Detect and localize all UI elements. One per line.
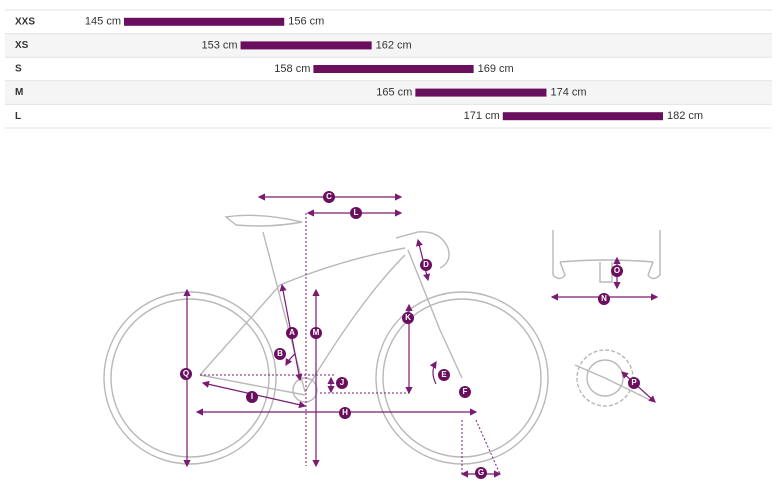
svg-text:O: O [614, 266, 620, 275]
label-j: J [336, 377, 348, 389]
high-label: 182 cm [667, 110, 703, 122]
label-g: G [475, 467, 487, 479]
svg-text:F: F [463, 387, 468, 396]
low-label: 153 cm [201, 39, 237, 51]
svg-text:K: K [405, 313, 411, 322]
high-label: 174 cm [550, 87, 586, 99]
label-m: M [310, 327, 322, 339]
range-bar [124, 17, 285, 26]
label-l: L [350, 207, 362, 219]
size-label: S [15, 64, 22, 75]
low-label: 145 cm [85, 16, 121, 28]
svg-text:E: E [441, 370, 447, 379]
label-i: I [246, 391, 258, 403]
label-a: A [286, 327, 298, 339]
svg-text:Q: Q [183, 369, 189, 378]
label-k: K [402, 312, 414, 324]
row-background [5, 33, 772, 58]
svg-text:A: A [289, 328, 295, 337]
label-f: F [459, 386, 471, 398]
label-b: B [274, 348, 286, 360]
label-q: Q [180, 368, 192, 380]
svg-text:I: I [251, 392, 253, 401]
range-bar [313, 65, 474, 73]
svg-text:N: N [601, 294, 607, 303]
label-c: C [323, 191, 335, 203]
size-label: XXS [15, 16, 35, 27]
svg-text:H: H [342, 408, 348, 417]
svg-text:G: G [478, 468, 484, 477]
label-e: E [438, 369, 450, 381]
bike-diagram: A B C D E F G H I J K L M N O P Q [103, 191, 661, 479]
label-n: N [598, 293, 610, 305]
range-bar [502, 112, 663, 121]
svg-text:C: C [326, 192, 332, 201]
low-label: 171 cm [464, 110, 500, 122]
high-label: 169 cm [478, 63, 514, 75]
label-d: D [420, 259, 432, 271]
high-label: 156 cm [288, 16, 324, 28]
svg-text:J: J [340, 378, 344, 387]
svg-text:M: M [313, 328, 320, 337]
low-label: 165 cm [376, 87, 412, 99]
svg-text:P: P [631, 378, 637, 387]
svg-text:L: L [354, 208, 359, 217]
svg-text:D: D [423, 260, 429, 269]
size-table: XXS 145 cm 156 cm XS 153 cm 162 cm S 158 cm 169 … [5, 9, 772, 129]
svg-text:B: B [277, 349, 283, 358]
size-label: M [15, 87, 23, 98]
size-label: XS [15, 40, 29, 51]
row-background [5, 80, 772, 105]
range-bar [415, 88, 547, 97]
label-p: P [628, 377, 640, 389]
low-label: 158 cm [274, 63, 310, 75]
high-label: 162 cm [376, 39, 412, 51]
label-h: H [339, 407, 351, 419]
size-label: L [15, 111, 21, 122]
label-o: O [611, 265, 623, 277]
range-bar [240, 41, 372, 50]
